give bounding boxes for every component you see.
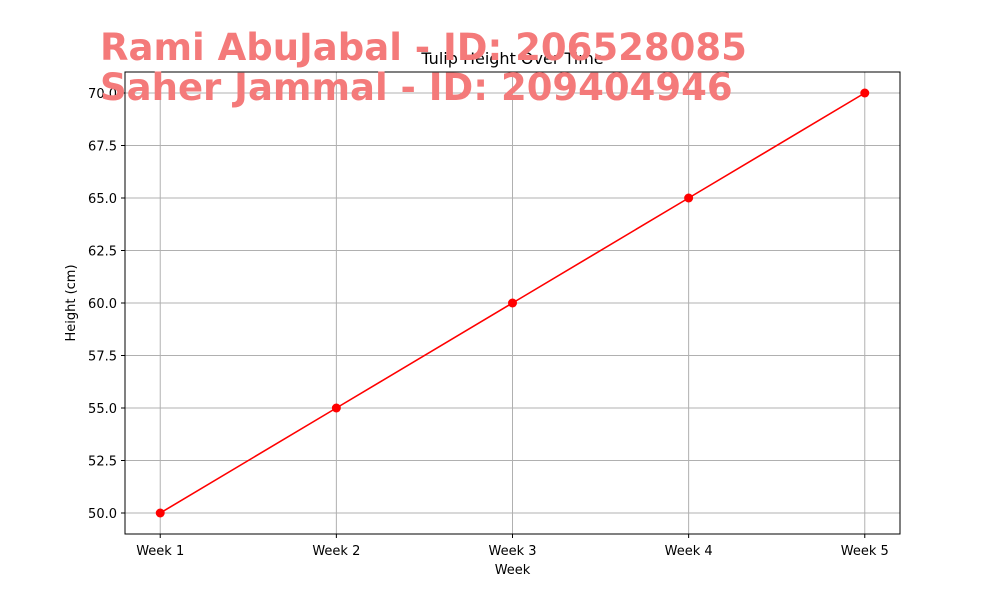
x-tick-label: Week 5: [841, 544, 889, 559]
data-point: [860, 88, 870, 98]
x-tick-label: Week 4: [665, 544, 713, 559]
data-point: [508, 298, 517, 308]
y-tick-label: 50.0: [88, 507, 117, 522]
x-tick-label: Week 2: [312, 544, 360, 559]
y-tick-label: 60.0: [88, 297, 117, 312]
series-layer: [155, 88, 870, 518]
watermark-line-1: Rami AbuJabal - ID: 206528085: [100, 26, 747, 69]
y-tick-label: 57.5: [88, 350, 117, 365]
y-axis-label: Height (cm): [64, 264, 79, 341]
data-point: [155, 508, 165, 518]
y-tick-label: 52.5: [88, 455, 117, 470]
y-tick-label: 70.0: [88, 87, 117, 102]
x-tick-label: Week 1: [136, 544, 184, 559]
data-point: [331, 403, 341, 413]
data-point: [684, 193, 694, 203]
watermark-line-2: Saher Jammal - ID: 209404946: [100, 66, 733, 109]
x-axis-label: Week: [495, 563, 531, 578]
y-tick-label: 55.0: [88, 402, 117, 417]
x-tick-label: Week 3: [488, 544, 536, 559]
y-tick-label: 65.0: [88, 192, 117, 207]
y-tick-label: 67.5: [88, 140, 117, 155]
y-tick-label: 62.5: [88, 245, 117, 260]
y-axis: 50.0 52.5 55.0 57.5 60.0 62.5 65.0 67.5 70.0: [88, 87, 125, 522]
x-axis: Week 1 Week 2 Week 3 Week 4 Week 5: [136, 534, 889, 559]
chart-title: Tulip Height Over Time: [420, 49, 603, 68]
